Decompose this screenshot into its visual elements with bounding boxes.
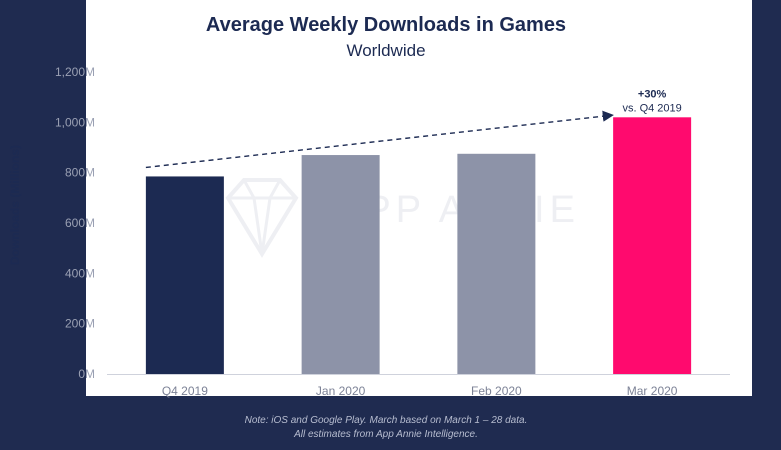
y-tick-label: 0M (78, 367, 95, 381)
y-tick-label: 1,000M (55, 115, 95, 129)
x-tick-label: Q4 2019 (162, 384, 208, 398)
y-tick-label: 1,200M (55, 65, 95, 79)
growth-arrow (145, 110, 614, 169)
chart-title: Average Weekly Downloads in Games (205, 14, 567, 36)
x-tick-label: Feb 2020 (471, 384, 522, 398)
footnote: Note: iOS and Google Play. March based o… (86, 414, 686, 442)
annotation-text: vs. Q4 2019 (622, 102, 681, 114)
x-tick-label: Mar 2020 (627, 384, 678, 398)
y-tick-label: 200M (65, 317, 95, 331)
bar (145, 176, 224, 374)
y-tick-label: 600M (65, 216, 95, 230)
bar (457, 153, 536, 374)
diamond-icon (225, 178, 299, 258)
bar (301, 155, 380, 374)
x-tick-label: Jan 2020 (316, 384, 366, 398)
annotation-value: +30% (638, 88, 667, 100)
y-tick-label: 400M (65, 266, 95, 280)
y-tick-label: 800M (65, 166, 95, 180)
footnote-line-2: All estimates from App Annie Intelligenc… (294, 429, 478, 440)
chart-subtitle: Worldwide (346, 41, 426, 60)
footnote-line-1: Note: iOS and Google Play. March based o… (244, 415, 528, 426)
growth-annotation: +30% vs. Q4 2019 (145, 88, 682, 169)
bar (613, 117, 692, 375)
